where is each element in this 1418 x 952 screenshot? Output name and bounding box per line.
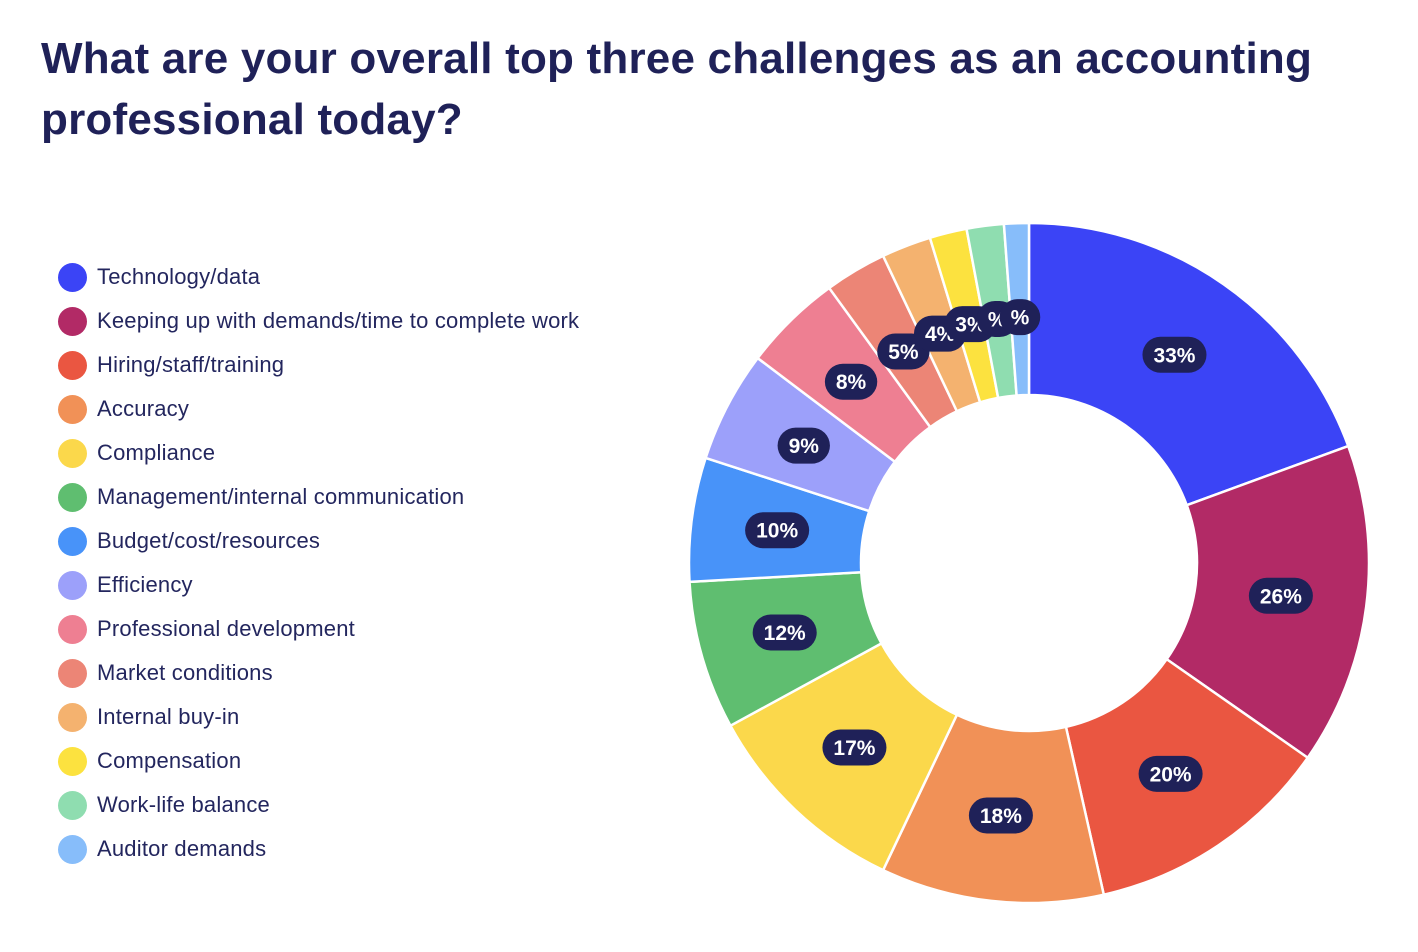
value-label-text: 20% xyxy=(1150,763,1192,786)
legend-item-professional-development: Professional development xyxy=(58,607,579,651)
value-label-pill xyxy=(968,797,1033,834)
legend-label: Efficiency xyxy=(97,572,193,597)
value-label-pill xyxy=(777,427,830,464)
value-label-efficiency: 9% xyxy=(777,427,830,464)
legend-item-auditor-demands: Auditor demands xyxy=(58,827,579,871)
chart-legend: Technology/data Keeping up with demands/t… xyxy=(58,255,579,871)
value-label-pill xyxy=(1248,577,1313,614)
legend-label: Compensation xyxy=(97,748,242,773)
legend-swatch xyxy=(58,262,87,292)
value-label-management-internal-communication: 12% xyxy=(752,614,817,651)
legend-item-keeping-up-with-demands-time-to-complete-work: Keeping up with demands/time to complete… xyxy=(58,299,579,343)
value-label-text: 33% xyxy=(1153,344,1195,367)
legend-item-compliance: Compliance xyxy=(58,431,579,475)
legend-swatch xyxy=(58,790,87,820)
legend-swatch xyxy=(58,614,87,644)
value-label-text: 12% xyxy=(764,622,806,645)
value-label-pill xyxy=(752,614,817,651)
value-label-technology-data: 33% xyxy=(1142,336,1207,373)
legend-label: Work-life balance xyxy=(97,792,270,817)
legend-swatch xyxy=(58,570,87,600)
value-label-compliance: 17% xyxy=(822,729,887,766)
legend-swatch xyxy=(58,350,87,380)
legend-label: Compliance xyxy=(97,440,216,465)
value-label-text: 18% xyxy=(980,805,1022,828)
value-label-accuracy: 18% xyxy=(968,797,1033,834)
legend-item-efficiency: Efficiency xyxy=(58,563,579,607)
chart-title: What are your overall top three challeng… xyxy=(41,34,1313,144)
value-label-text: 17% xyxy=(833,737,875,760)
value-label-text: 8% xyxy=(836,371,867,394)
legend-swatch xyxy=(58,526,87,556)
value-label-budget-cost-resources: 10% xyxy=(745,512,810,549)
legend-swatch xyxy=(58,702,87,732)
value-label-text: % xyxy=(1011,307,1030,330)
legend-label: Market conditions xyxy=(97,660,273,685)
legend-label: Keeping up with demands/time to complete… xyxy=(97,308,580,333)
legend-item-technology-data: Technology/data xyxy=(58,255,579,299)
value-label-text: 26% xyxy=(1260,585,1302,608)
value-label-text: 10% xyxy=(756,520,798,543)
value-label-pill xyxy=(1142,336,1207,373)
legend-label: Budget/cost/resources xyxy=(97,528,321,553)
legend-label: Accuracy xyxy=(97,396,190,421)
value-label-pill xyxy=(824,363,878,400)
legend-item-hiring-staff-training: Hiring/staff/training xyxy=(58,343,579,387)
legend-label: Hiring/staff/training xyxy=(97,352,285,377)
value-label-pill xyxy=(745,512,810,549)
legend-swatch xyxy=(58,306,87,336)
legend-swatch xyxy=(58,746,87,776)
legend-label: Technology/data xyxy=(97,264,261,289)
value-label-professional-development: 8% xyxy=(824,363,878,400)
legend-swatch xyxy=(58,438,87,468)
legend-swatch xyxy=(58,658,87,688)
legend-item-compensation: Compensation xyxy=(58,739,579,783)
value-label-hiring-staff-training: 20% xyxy=(1138,755,1203,792)
value-label-auditor-demands: % xyxy=(999,299,1041,336)
legend-item-internal-buy-in: Internal buy-in xyxy=(58,695,579,739)
value-label-pill xyxy=(999,299,1041,336)
value-label-text: 9% xyxy=(789,435,820,458)
value-labels: 33%26%20%18%17%12%10%9%8%5%4% 3%%% xyxy=(745,299,1313,834)
legend-label: Professional development xyxy=(97,616,355,641)
legend-swatch xyxy=(58,482,87,512)
legend-item-accuracy: Accuracy xyxy=(58,387,579,431)
legend-label: Internal buy-in xyxy=(97,704,240,729)
legend-label: Management/internal communication xyxy=(97,484,465,509)
legend-item-budget-cost-resources: Budget/cost/resources xyxy=(58,519,579,563)
legend-item-work-life-balance: Work-life balance xyxy=(58,783,579,827)
value-label-keeping-up-with-demands-time-to-complete-work: 26% xyxy=(1248,577,1313,614)
legend-item-market-conditions: Market conditions xyxy=(58,651,579,695)
legend-label: Auditor demands xyxy=(97,836,267,861)
legend-item-management-internal-communication: Management/internal communication xyxy=(58,475,579,519)
value-label-text: 5% xyxy=(888,341,919,364)
legend-swatch xyxy=(58,394,87,424)
value-label-pill xyxy=(822,729,887,766)
value-label-pill xyxy=(1138,755,1203,792)
legend-swatch xyxy=(58,834,87,864)
